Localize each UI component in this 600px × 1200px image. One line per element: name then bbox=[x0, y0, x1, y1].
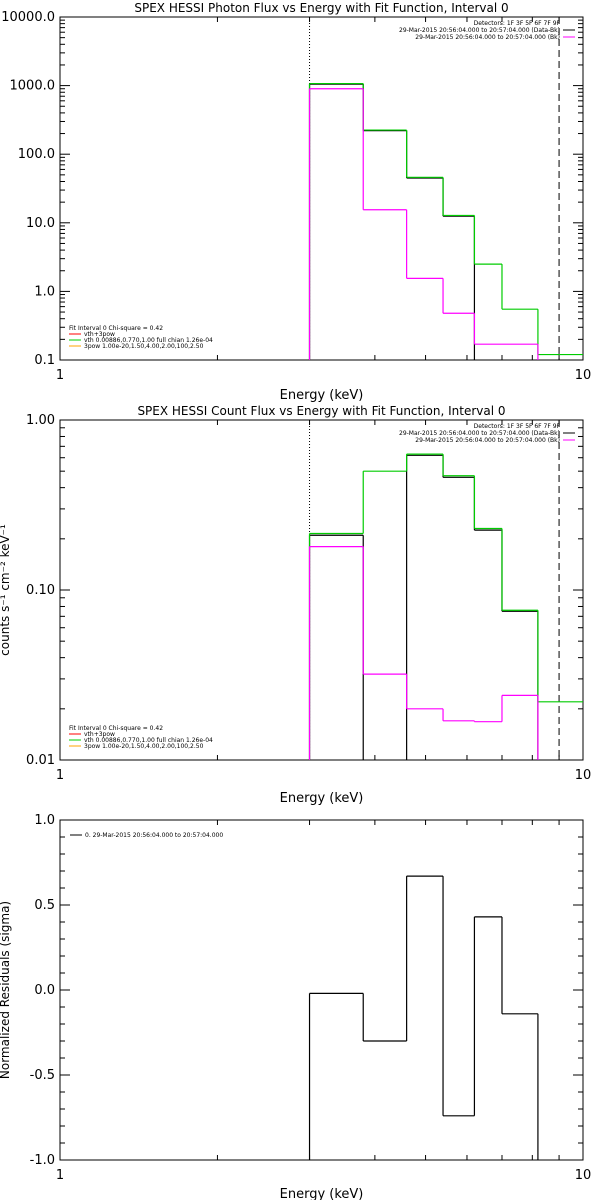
y-axis-label: counts s⁻¹ cm⁻² keV⁻¹ bbox=[0, 524, 12, 656]
series-3 bbox=[308, 88, 539, 360]
series-2 bbox=[308, 82, 583, 360]
y-tick-label: -1.0 bbox=[30, 1153, 55, 1168]
chart-panel-2: SPEX HESSI Count Flux vs Energy with Fit… bbox=[0, 404, 591, 806]
x-tick-label: 1 bbox=[56, 368, 64, 383]
x-tick-label: 10 bbox=[575, 1168, 592, 1183]
y-tick-label: 0.5 bbox=[34, 898, 55, 913]
series-1 bbox=[308, 454, 539, 760]
y-tick-label: 100.0 bbox=[18, 147, 55, 162]
legend-left-entry: vth 0.00886,0.770,1.00 full chian 1.26e-… bbox=[84, 337, 213, 344]
legend-right-entry: Detectors: 1F 3F 5F 6F 7F 9F bbox=[474, 20, 561, 27]
x-axis-label: Energy (keV) bbox=[280, 388, 364, 403]
legend-left-entry: vth+3pow bbox=[84, 331, 115, 338]
plot-frame bbox=[59, 419, 584, 761]
legend-left-entry: Fit Interval 0 Chi-square = 0.42 bbox=[69, 325, 163, 332]
y-tick-label: 1.0 bbox=[34, 813, 55, 828]
chart-panel-1: SPEX HESSI Photon Flux vs Energy with Fi… bbox=[1, 1, 591, 403]
x-axis-label: Energy (keV) bbox=[280, 1187, 364, 1200]
y-tick-label: 0.10 bbox=[26, 583, 55, 598]
legend-right-entry: 29-Mar-2015 20:56:04.000 to 20:57:04.000… bbox=[415, 34, 560, 41]
series-1 bbox=[308, 875, 539, 1160]
chart-title: SPEX HESSI Photon Flux vs Energy with Fi… bbox=[134, 1, 508, 15]
x-tick-label: 10 bbox=[575, 768, 592, 783]
legend-left-entry: 3pow 1.00e-20,1.50,4.00,2.00,100,2.50 bbox=[84, 743, 204, 750]
legend-left-entry: vth+3pow bbox=[84, 731, 115, 738]
legend-left-entry: Fit Interval 0 Chi-square = 0.42 bbox=[69, 725, 163, 732]
x-tick-label: 10 bbox=[575, 368, 592, 383]
y-tick-label: 1.00 bbox=[26, 413, 55, 428]
plot-frame bbox=[59, 16, 584, 361]
chart-title: SPEX HESSI Count Flux vs Energy with Fit… bbox=[137, 404, 505, 418]
x-tick-label: 1 bbox=[56, 1168, 64, 1183]
legend-left-entry: 0. 29-Mar-2015 20:56:04.000 to 20:57:04.… bbox=[85, 832, 223, 839]
plot-frame bbox=[59, 819, 584, 1161]
legend-right-entry: 29-Mar-2015 20:56:04.000 to 20:57:04.000… bbox=[399, 430, 560, 437]
y-tick-label: 1000.0 bbox=[10, 79, 56, 94]
series-1 bbox=[308, 83, 476, 360]
y-tick-label: 0.01 bbox=[26, 753, 55, 768]
legend-right-entry: Detectors: 1F 3F 5F 6F 7F 9F bbox=[474, 423, 561, 430]
y-tick-label: 10000.0 bbox=[1, 10, 55, 25]
x-axis-label: Energy (keV) bbox=[280, 791, 364, 806]
x-tick-label: 1 bbox=[56, 768, 64, 783]
legend-left-entry: 3pow 1.00e-20,1.50,4.00,2.00,100,2.50 bbox=[84, 343, 204, 350]
y-tick-label: 0.0 bbox=[34, 983, 55, 998]
y-tick-label: -0.5 bbox=[30, 1068, 55, 1083]
y-tick-label: 10.0 bbox=[26, 216, 55, 231]
chart-panel-3: Energy (keV) Normalized Residuals (sigma)… bbox=[0, 813, 591, 1200]
legend-right-entry: 29-Mar-2015 20:56:04.000 to 20:57:04.000… bbox=[399, 27, 560, 34]
series-2 bbox=[308, 453, 583, 760]
y-tick-label: 0.1 bbox=[34, 353, 55, 368]
y-axis-label: Normalized Residuals (sigma) bbox=[0, 901, 12, 1079]
legend-right-entry: 29-Mar-2015 20:56:04.000 to 20:57:04.000… bbox=[415, 437, 560, 444]
y-tick-label: 1.0 bbox=[34, 284, 55, 299]
legend-left-entry: vth 0.00886,0.770,1.00 full chian 1.26e-… bbox=[84, 737, 213, 744]
series-3 bbox=[308, 546, 539, 760]
